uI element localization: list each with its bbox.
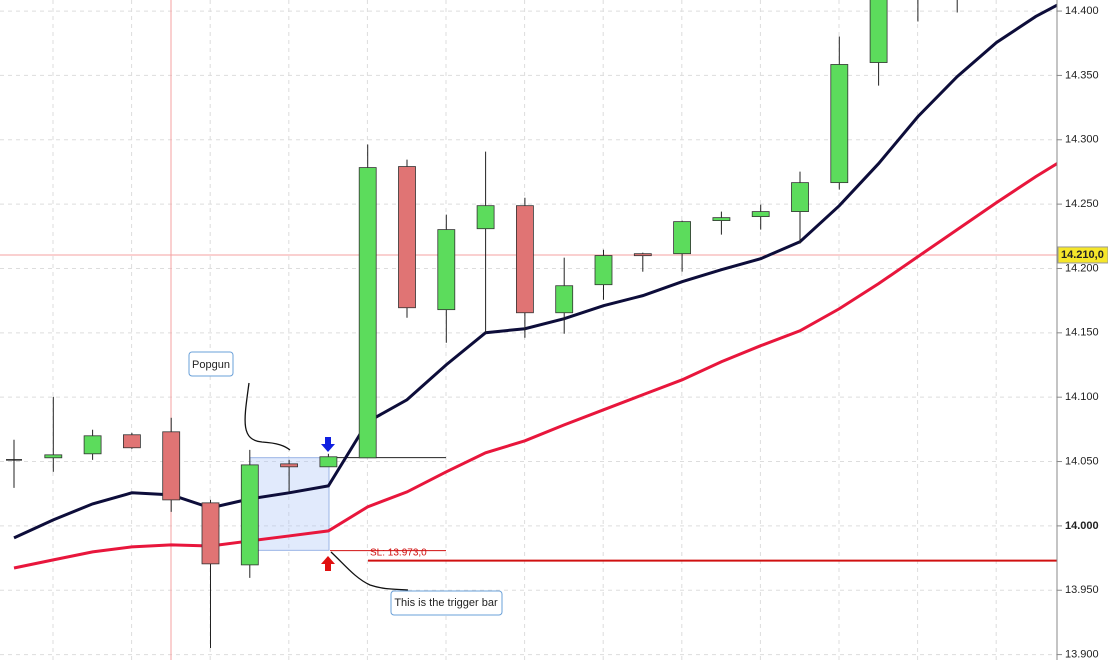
- candle-body: [319, 456, 338, 468]
- candle-body: [44, 454, 63, 459]
- y-tick-label: 13.950: [1065, 584, 1099, 596]
- y-tick-label: 14.150: [1065, 327, 1099, 339]
- candle-body: [123, 434, 141, 449]
- candle-body: [594, 255, 613, 286]
- candle-body: [516, 205, 534, 314]
- candle-body: [791, 182, 809, 212]
- candle-body: [201, 502, 220, 565]
- candle-body: [162, 431, 181, 501]
- y-tick-label: 14.400: [1065, 5, 1099, 17]
- plot-area: SL: 13.973,0: [0, 0, 1057, 660]
- y-tick-label: 14.300: [1065, 134, 1099, 146]
- candle-body: [712, 217, 731, 222]
- y-axis: 13.900 13.950 14.000 14.050 14.100 14.150 14.2…: [1057, 5, 1108, 660]
- candle-body: [555, 285, 574, 314]
- stop-loss-label: SL: 13.973,0: [370, 547, 427, 558]
- y-tick-label: 13.900: [1065, 649, 1099, 660]
- hand-drawn-line: [244, 382, 291, 451]
- candle-body: [633, 253, 652, 257]
- callout-box: [390, 590, 503, 616]
- candle-body: [83, 435, 102, 455]
- y-tick-label: 14.200: [1065, 262, 1099, 274]
- candle-body: [240, 464, 259, 566]
- candle-body: [476, 205, 495, 230]
- y-tick-label: 14.050: [1065, 455, 1099, 467]
- candle-body: [437, 229, 456, 311]
- annotations: Popgun This is the trigger bar: [188, 351, 503, 616]
- callout-text: Popgun: [192, 359, 230, 371]
- candle-body: [673, 221, 691, 255]
- y-tick-label: 14.000: [1065, 520, 1099, 532]
- down-arrow: [321, 437, 335, 452]
- y-tick-label: 14.350: [1065, 69, 1099, 81]
- candle-body: [751, 211, 770, 218]
- candle-body: [830, 64, 849, 184]
- moving-average: [13, 3, 1057, 540]
- candle-body: [398, 166, 416, 309]
- price-label: 14.210,0: [1061, 249, 1104, 261]
- callout-box: [188, 351, 234, 377]
- up-arrow: [321, 556, 335, 571]
- candle-body: [869, 0, 888, 63]
- callout-text: This is the trigger bar: [394, 597, 498, 609]
- y-tick-label: 14.100: [1065, 391, 1099, 403]
- hand-drawn-line: [330, 551, 409, 591]
- candle-body: [280, 463, 299, 468]
- moving-average: [13, 161, 1057, 570]
- candle-body: [358, 167, 377, 459]
- price-label-box: [1057, 246, 1108, 264]
- y-tick-label: 14.250: [1065, 198, 1099, 210]
